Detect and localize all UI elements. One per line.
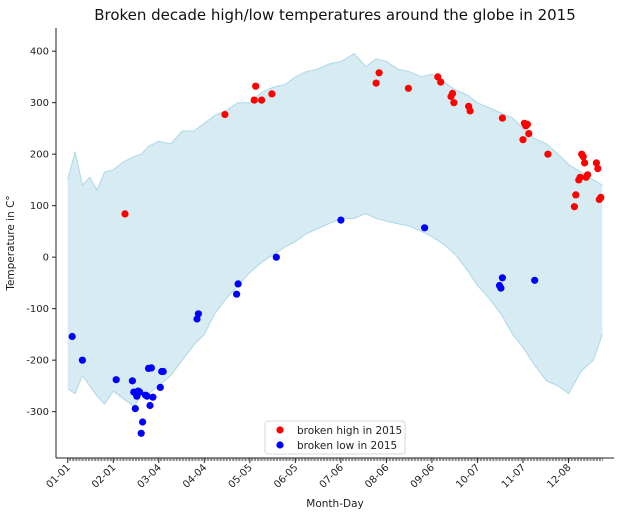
x-tick-label: 02-01 [90,462,118,490]
legend-low-marker [276,441,284,449]
band-upper-line [67,53,603,192]
x-tick-label: 07-06 [318,462,346,490]
broken-high-point [258,96,266,104]
broken-high-point [523,120,532,128]
broken-low-point [498,274,506,282]
broken-low-point [156,383,164,391]
broken-low-point [139,418,147,426]
broken-low-point [149,393,157,401]
broken-high-point [592,159,601,167]
broken-low-point [531,276,539,284]
broken-high-point [594,165,602,173]
y-axis-ticks: -300 -200 -100 0 100 200 300 400 [26,47,56,418]
temperature-range-band [67,53,603,408]
legend: broken high in 2015 broken low in 2015 [264,420,406,455]
broken-low-point [421,224,429,232]
broken-high-point [466,107,474,115]
broken-high-point [404,84,412,92]
chart-title: Broken decade high/low temperatures arou… [94,6,576,24]
broken-high-point [584,171,592,179]
band-lower-line [67,212,603,408]
y-tick-label: 200 [30,150,49,161]
broken-low-point [497,284,505,292]
broken-high-point [544,150,552,158]
x-tick-label: 04-04 [181,462,209,490]
x-tick-label: 05-05 [227,462,255,490]
y-tick-label: 0 [43,253,49,264]
broken-high-series [121,69,605,218]
broken-low-point [137,429,145,437]
x-axis-ticks: 01-01 02-01 03-04 04-04 05-05 06-05 07-06 08-06… [44,458,574,491]
y-tick-label: 400 [30,47,49,58]
broken-high-point [250,96,258,104]
broken-high-point [581,159,589,167]
broken-high-point [519,136,527,144]
legend-low-label: broken low in 2015 [297,440,397,452]
broken-high-point [572,191,580,199]
x-tick-label: 08-06 [363,462,391,490]
broken-high-point [525,130,533,138]
broken-low-point [233,290,241,298]
broken-low-point [194,310,202,318]
broken-high-point [252,82,260,90]
broken-low-point [337,216,345,224]
broken-low-point [272,253,280,261]
legend-high-label: broken high in 2015 [297,425,402,437]
broken-low-point [143,392,151,400]
legend-high-marker [276,426,284,434]
broken-low-point [146,401,154,410]
broken-low-point [78,356,86,364]
broken-high-point [372,79,380,87]
x-tick-label: 01-01 [44,462,72,490]
x-tick-label: 10-07 [454,462,482,490]
x-tick-label: 09-06 [409,462,437,490]
broken-high-point [450,99,458,107]
broken-low-point [68,332,76,341]
broken-high-point [121,210,129,218]
broken-high-point [268,90,276,98]
x-tick-label: 12-08 [545,462,573,490]
x-tick-label: 11-07 [500,462,528,490]
y-tick-label: 100 [30,201,49,212]
broken-low-point [131,405,139,413]
legend-box [264,420,406,455]
x-tick-label: 03-04 [136,462,164,490]
broken-high-point [437,78,445,86]
y-tick-label: 300 [30,98,49,109]
broken-high-point [576,173,584,181]
broken-low-point [234,280,242,288]
broken-low-point [136,388,144,396]
broken-high-point [597,193,605,201]
y-axis-label: Temperature in C° [5,195,17,291]
broken-low-series [68,216,539,437]
broken-low-point [112,376,120,384]
y-tick-label: -200 [26,356,49,367]
y-tick-label: -100 [26,304,49,315]
broken-high-point [498,114,506,122]
broken-high-point [221,110,229,119]
x-axis-label: Month-Day [306,498,363,510]
band-area [67,53,603,407]
y-tick-label: -300 [26,407,49,418]
broken-low-point [128,377,136,385]
broken-high-point [570,203,579,211]
broken-low-point [147,364,155,372]
broken-high-point [579,153,587,161]
broken-low-point [159,367,167,376]
x-tick-label: 06-05 [272,462,300,490]
broken-high-point [375,69,383,77]
broken-high-point [448,89,457,97]
